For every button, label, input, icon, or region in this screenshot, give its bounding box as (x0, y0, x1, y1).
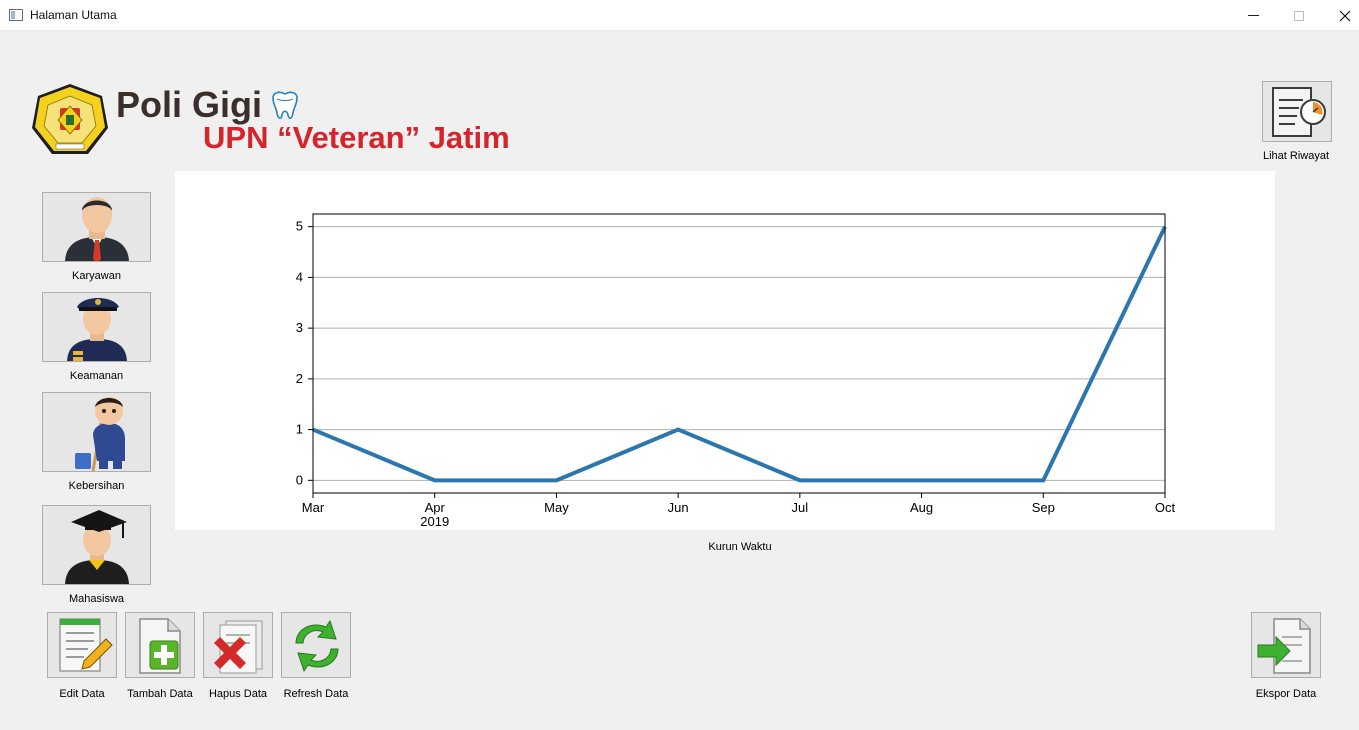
history-icon (1272, 87, 1326, 137)
history-label: Lihat Riwayat (1262, 150, 1330, 162)
delete-data-label: Hapus Data (208, 688, 268, 700)
y-tick-label: 5 (296, 219, 303, 234)
x-tick-label: Jul (792, 500, 809, 515)
add-data-button[interactable] (125, 612, 195, 678)
maximize-button[interactable] (1276, 0, 1322, 31)
x-tick-label: May (544, 500, 569, 515)
x-tick-label: Jun (668, 500, 689, 515)
sidebar-item-keamanan[interactable] (42, 292, 151, 362)
employee-icon (65, 197, 129, 261)
history-button[interactable] (1262, 81, 1332, 142)
x-tick-label: Sep (1032, 500, 1055, 515)
close-icon (1339, 10, 1351, 21)
chart-panel: 0 1 2 3 4 5 Mar Apr 2019 May Jun Jul Aug Sep Oct (175, 171, 1275, 530)
edit-icon (59, 618, 113, 672)
y-tick-label: 0 (296, 472, 303, 487)
refresh-icon (295, 619, 339, 673)
export-data-button[interactable] (1251, 612, 1321, 678)
edit-data-label: Edit Data (59, 688, 105, 700)
minimize-icon (1247, 15, 1259, 16)
add-data-label: Tambah Data (127, 688, 193, 700)
x-tick-label: Mar (302, 500, 325, 515)
y-tick-label: 1 (296, 422, 303, 437)
series-line (312, 225, 1167, 483)
delete-icon (214, 620, 263, 674)
x-tick-label: Oct (1155, 500, 1176, 515)
student-icon (65, 510, 129, 584)
maximize-icon (1294, 10, 1304, 21)
tooth-icon (272, 91, 298, 119)
app-icon (9, 9, 23, 21)
security-guard-icon (67, 298, 127, 361)
add-file-icon (139, 618, 181, 674)
x-tick-label: Aug (910, 500, 933, 515)
delete-data-button[interactable] (203, 612, 273, 678)
close-button[interactable] (1322, 0, 1359, 31)
sidebar-label-mahasiswa: Mahasiswa (68, 593, 125, 605)
sidebar-item-karyawan[interactable] (42, 192, 151, 262)
y-tick-label: 3 (296, 320, 303, 335)
sidebar-label-karyawan: Karyawan (72, 270, 121, 282)
sidebar-label-keamanan: Keamanan (69, 370, 124, 382)
cleaner-icon (75, 397, 125, 471)
minimize-button[interactable] (1230, 0, 1276, 31)
x-tick-label: Apr (425, 500, 446, 515)
plot-frame (312, 213, 1166, 494)
refresh-data-button[interactable] (281, 612, 351, 678)
app-title: Poli Gigi (116, 84, 263, 125)
window-title: Halaman Utama (30, 8, 117, 22)
export-data-label: Ekspor Data (1255, 688, 1317, 700)
edit-data-button[interactable] (47, 612, 117, 678)
university-logo (32, 84, 108, 154)
y-tick-label: 4 (296, 269, 303, 284)
refresh-data-label: Refresh Data (283, 688, 349, 700)
y-tick-label: 2 (296, 371, 303, 386)
app-subtitle: UPN “Veteran” Jatim (203, 120, 510, 155)
chart-x-caption: Kurun Waktu (708, 541, 772, 553)
sidebar-item-mahasiswa[interactable] (42, 505, 151, 585)
title-bar: Halaman Utama (0, 0, 1359, 31)
sidebar-label-kebersihan: Kebersihan (68, 480, 125, 492)
export-icon (1257, 618, 1311, 674)
x-tick-sublabel: 2019 (420, 514, 449, 529)
sidebar-item-kebersihan[interactable] (42, 392, 151, 472)
